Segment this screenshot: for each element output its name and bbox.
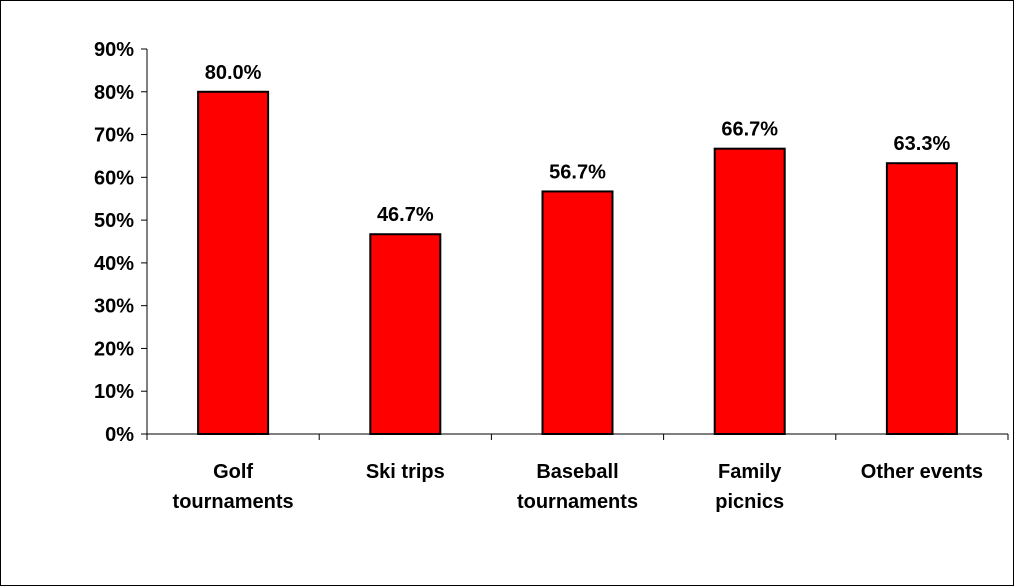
bars bbox=[197, 90, 958, 436]
y-tick-label: 20% bbox=[94, 338, 134, 360]
category-label: Baseball bbox=[536, 461, 618, 483]
bar bbox=[369, 233, 442, 435]
category-label: Family bbox=[718, 461, 782, 483]
category-label: Ski trips bbox=[366, 461, 445, 483]
category-label: tournaments bbox=[517, 491, 638, 513]
data-label: 66.7% bbox=[721, 119, 778, 141]
y-tick-label: 30% bbox=[94, 296, 134, 318]
y-tick-label: 10% bbox=[94, 381, 134, 403]
bar bbox=[197, 90, 270, 436]
data-label: 63.3% bbox=[894, 133, 951, 155]
y-tick-label: 90% bbox=[94, 39, 134, 61]
category-label: Golf bbox=[213, 461, 253, 483]
y-tick-label: 40% bbox=[94, 253, 134, 275]
bar bbox=[541, 190, 614, 435]
y-tick-label: 50% bbox=[94, 210, 134, 232]
data-label: 56.7% bbox=[549, 161, 606, 183]
data-labels: 80.0% 46.7% 56.7% 66.7% 63.3% bbox=[205, 62, 951, 226]
category-label: Other events bbox=[861, 461, 983, 483]
category-label: picnics bbox=[715, 491, 784, 513]
y-tick-label: 60% bbox=[94, 167, 134, 189]
data-label: 46.7% bbox=[377, 204, 434, 226]
y-tick-label: 0% bbox=[105, 424, 134, 446]
bar bbox=[885, 162, 958, 435]
bar bbox=[713, 147, 786, 436]
y-axis: 0% 10% 20% 30% 40% 50% 60% 70% 80% 90% bbox=[94, 39, 148, 446]
y-tick-label: 70% bbox=[94, 125, 134, 147]
category-labels: Golf tournaments Ski trips Baseball tourname… bbox=[173, 461, 983, 513]
category-label: tournaments bbox=[173, 491, 294, 513]
data-label: 80.0% bbox=[205, 62, 262, 84]
y-tick-label: 80% bbox=[94, 82, 134, 104]
